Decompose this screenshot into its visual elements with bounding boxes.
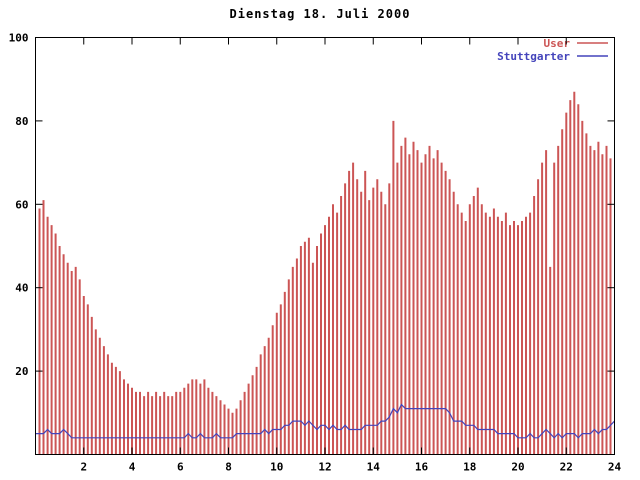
x-tick-label: 20 — [511, 461, 524, 474]
y-tick-label: 80 — [15, 115, 28, 128]
y-tick-label: 40 — [15, 282, 28, 295]
y-tick-label: 20 — [15, 365, 28, 378]
legend-stuttgarter-label: Stuttgarter — [497, 50, 570, 63]
x-tick-label: 2 — [80, 461, 87, 474]
x-tick-label: 16 — [415, 461, 429, 474]
x-tick-label: 24 — [608, 461, 622, 474]
x-tick-label: 10 — [270, 461, 283, 474]
x-tick-label: 14 — [367, 461, 381, 474]
x-tick-label: 18 — [463, 461, 476, 474]
user-impulse-series — [38, 91, 612, 455]
x-tick-label: 8 — [225, 461, 232, 474]
chart-title: Dienstag 18. Juli 2000 — [230, 7, 411, 21]
x-tick-label: 4 — [129, 461, 136, 474]
legend-user-label: User — [544, 37, 571, 50]
y-tick-label: 60 — [15, 198, 28, 211]
x-tick-label: 12 — [318, 461, 331, 474]
x-tick-label: 6 — [177, 461, 184, 474]
stuttgarter-line-series — [35, 403, 615, 439]
y-tick-label: 100 — [9, 32, 29, 45]
x-tick-label: 22 — [560, 461, 573, 474]
